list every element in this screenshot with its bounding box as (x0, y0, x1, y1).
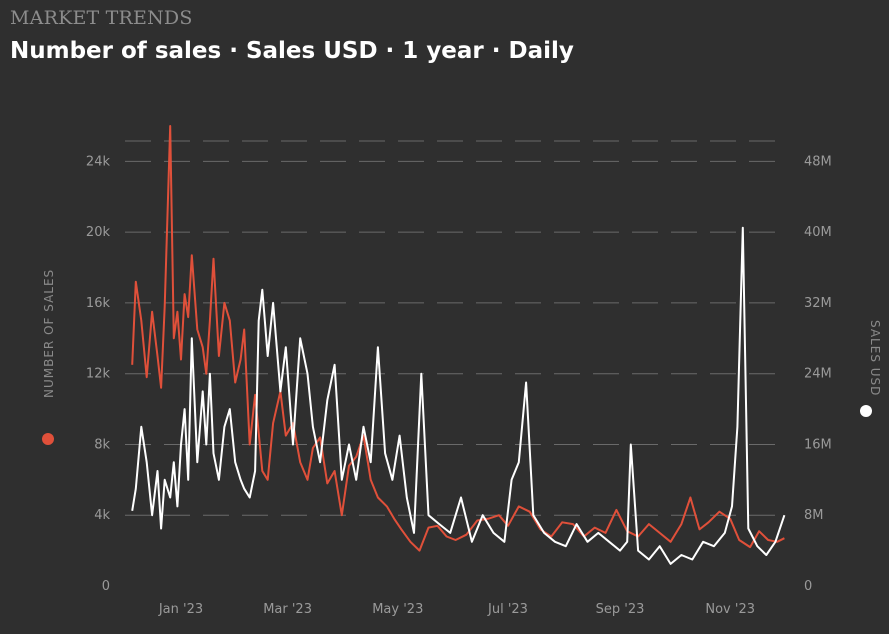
left-tick-label: 0 (102, 579, 110, 594)
x-tick-label: Sep '23 (596, 602, 645, 617)
grid-lines (125, 140, 788, 516)
right-tick-label: 48M (804, 154, 832, 169)
section-kicker: MARKET TRENDS (10, 7, 193, 29)
left-tick-label: 16k (86, 296, 111, 311)
left-tick-label: 4k (94, 508, 110, 523)
left-axis-title-group: NUMBER OF SALES (42, 269, 56, 445)
number-of-sales-line (131, 125, 785, 552)
number-of-sales-legend-dot (42, 433, 54, 445)
sales-usd-line (131, 226, 786, 565)
left-axis-title: NUMBER OF SALES (42, 269, 56, 398)
chart-title: Number of sales · Sales USD · 1 year · D… (10, 38, 574, 64)
series-lines (131, 125, 786, 565)
right-tick-label: 16M (804, 437, 832, 452)
right-axis-ticks: 0 8M 16M 24M 32M 40M 48M (804, 154, 832, 594)
right-tick-label: 0 (804, 579, 812, 594)
right-tick-label: 32M (804, 296, 832, 311)
x-tick-label: Jul '23 (487, 602, 528, 617)
left-tick-label: 20k (86, 225, 111, 240)
sales-usd-legend-dot (860, 405, 872, 417)
x-tick-label: Nov '23 (705, 602, 755, 617)
x-axis-ticks: Jan '23 Mar '23 May '23 Jul '23 Sep '23 Nov '… (158, 602, 755, 617)
x-tick-label: Mar '23 (263, 602, 312, 617)
left-tick-label: 24k (86, 154, 111, 169)
left-tick-label: 12k (86, 367, 111, 382)
left-tick-label: 8k (94, 437, 110, 452)
right-tick-label: 40M (804, 225, 832, 240)
right-tick-label: 24M (804, 367, 832, 382)
left-axis-ticks: 0 4k 8k 12k 16k 20k 24k (86, 154, 111, 594)
right-axis-title-group: SALES USD (860, 320, 882, 417)
right-tick-label: 8M (804, 508, 824, 523)
x-tick-label: Jan '23 (158, 602, 203, 617)
x-tick-label: May '23 (372, 602, 423, 617)
right-axis-title: SALES USD (868, 320, 882, 396)
